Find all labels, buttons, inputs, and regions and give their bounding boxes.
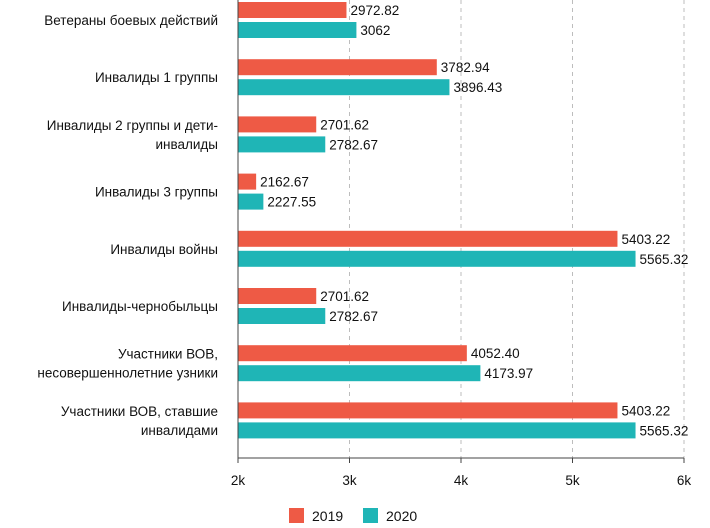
- bar-2020-3: [238, 193, 264, 210]
- value-label-2020-5: 2782.67: [329, 309, 378, 324]
- bar-2019-2: [238, 116, 317, 133]
- bar-2019-6: [238, 345, 467, 362]
- legend-swatch-2020: [363, 508, 378, 523]
- bars: [238, 2, 636, 439]
- value-label-2020-3: 2227.55: [267, 195, 316, 210]
- value-label-2020-1: 3896.43: [453, 80, 502, 95]
- category-label-2-line0: Инвалиды 2 группы и дети-: [47, 118, 218, 133]
- category-label-4: Инвалиды войны: [110, 242, 218, 257]
- bar-2020-5: [238, 308, 326, 324]
- category-label-5: Инвалиды-чернобыльцы: [62, 299, 218, 314]
- value-label-2019-3: 2162.67: [260, 175, 309, 190]
- category-label-0: Ветераны боевых действий: [44, 13, 218, 28]
- x-tick-label-6k: 6k: [677, 473, 692, 488]
- value-label-2020-4: 5565.32: [640, 252, 689, 267]
- value-label-2019-5: 2701.62: [320, 289, 369, 304]
- bar-2019-0: [238, 2, 347, 18]
- value-label-2020-0: 3062: [360, 23, 390, 38]
- bar-2020-7: [238, 422, 636, 439]
- legend-label-2019: 2019: [312, 508, 343, 524]
- x-tick-label-2k: 2k: [231, 473, 246, 488]
- category-label-7-line0: Участники ВОВ, ставшие: [61, 404, 218, 419]
- bar-2019-4: [238, 230, 618, 247]
- value-label-2019-6: 4052.40: [471, 346, 520, 361]
- category-label-6-line1: несовершеннолетние узники: [37, 366, 218, 381]
- value-label-2020-7: 5565.32: [640, 423, 689, 438]
- bar-2020-0: [238, 22, 357, 38]
- labels: 2972.82 3062 Ветераны боевых действий 3782.…: [37, 3, 688, 438]
- bar-2020-1: [238, 79, 450, 96]
- value-label-2020-2: 2782.67: [329, 137, 378, 152]
- value-label-2020-6: 4173.97: [484, 366, 533, 381]
- x-tick-label-5k: 5k: [565, 473, 580, 488]
- category-label-6-line0: Участники ВОВ,: [118, 347, 218, 362]
- category-label-7-line1: инвалидами: [141, 423, 218, 438]
- bar-2019-5: [238, 288, 317, 304]
- x-tick-label-3k: 3k: [342, 473, 357, 488]
- bar-2020-6: [238, 365, 481, 382]
- bar-2019-3: [238, 173, 257, 190]
- value-label-2019-1: 3782.94: [441, 60, 490, 75]
- legend-label-2020: 2020: [386, 508, 417, 524]
- value-label-2019-4: 5403.22: [621, 232, 670, 247]
- category-label-3: Инвалиды 3 группы: [95, 185, 218, 200]
- x-axis: 2k 3k 4k 5k 6k: [231, 0, 692, 488]
- category-label-1: Инвалиды 1 группы: [95, 70, 218, 85]
- category-label-2-line1: инвалиды: [155, 137, 218, 152]
- value-label-2019-2: 2701.62: [320, 117, 369, 132]
- bar-2020-4: [238, 250, 636, 267]
- value-label-2019-7: 5403.22: [621, 403, 670, 418]
- legend-swatch-2019: [289, 508, 304, 523]
- value-label-2019-0: 2972.82: [350, 3, 399, 18]
- x-tick-label-4k: 4k: [454, 473, 469, 488]
- bar-2020-2: [238, 136, 326, 153]
- bar-2019-1: [238, 59, 437, 76]
- legend: 2019 2020: [289, 508, 417, 524]
- bar-2019-7: [238, 402, 618, 419]
